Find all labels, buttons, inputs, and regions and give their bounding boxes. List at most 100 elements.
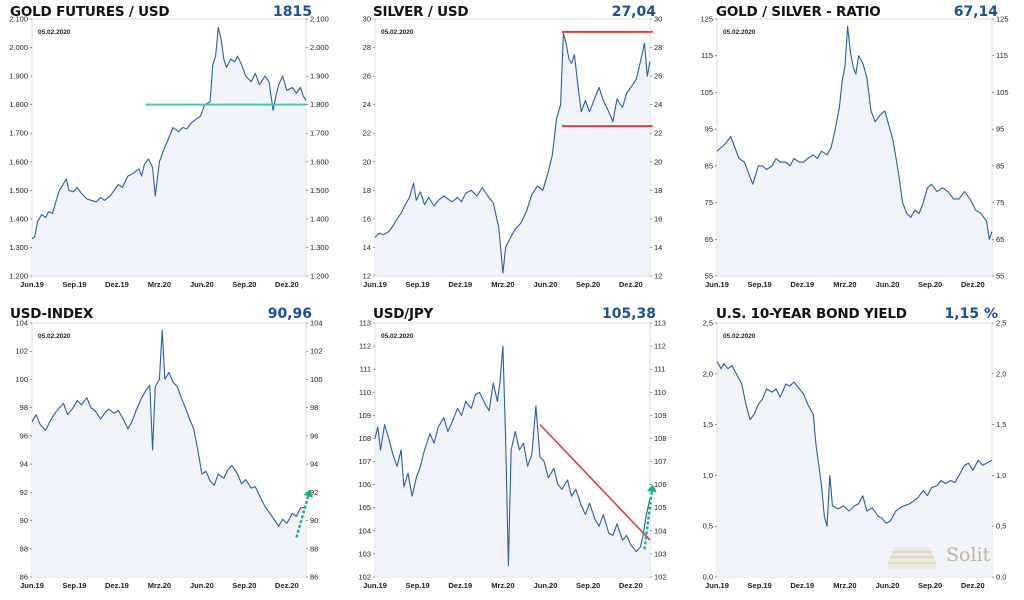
y-tick-label-left: 2,5 <box>703 319 713 328</box>
y-tick-label-right: 75 <box>996 198 1004 207</box>
x-tick-label: Jun.19 <box>20 280 44 289</box>
y-tick-label-right: 113 <box>654 319 666 328</box>
y-tick-label-right: 1.600 <box>310 157 329 166</box>
x-tick-label: Dez.19 <box>105 581 129 590</box>
y-tick-label-left: 2.000 <box>9 43 28 52</box>
x-tick-label: Dez.19 <box>790 581 814 590</box>
series-line <box>31 27 307 240</box>
y-tick-label-left: 1,0 <box>703 471 713 480</box>
y-tick-label-left: 109 <box>358 411 371 420</box>
y-tick-label-left: 98 <box>20 403 28 412</box>
y-tick-label-left: 30 <box>363 15 371 24</box>
y-tick-label-right: 22 <box>654 129 662 138</box>
y-tick-label-right: 88 <box>310 544 318 553</box>
y-tick-label-left: 104 <box>15 319 28 328</box>
y-tick-label-left: 102 <box>15 347 28 356</box>
y-tick-label-right: 24 <box>654 100 662 109</box>
y-tick-label-left: 16 <box>363 214 371 223</box>
y-tick-label-right: 12 <box>654 272 662 281</box>
y-tick-label-right: 90 <box>310 516 318 525</box>
chart-panel-5: USD/JPY 105,38 102 102 103 103 104 104 105 105 106… <box>343 302 683 600</box>
y-tick-label-left: 86 <box>20 573 28 582</box>
date-label: 05.02.2020 <box>38 29 71 36</box>
logo-pyramid-icon <box>886 547 938 569</box>
x-tick-label: Jun.20 <box>190 280 214 289</box>
date-label: 05.02.2020 <box>723 29 756 36</box>
y-tick-label-left: 0,0 <box>703 573 713 582</box>
x-tick-label: Jun.20 <box>876 581 900 590</box>
y-tick-label-left: 108 <box>358 434 371 443</box>
x-tick-label: Sep.20 <box>576 280 600 289</box>
y-tick-label-right: 1.300 <box>310 243 329 252</box>
y-tick-label-left: 94 <box>20 460 28 469</box>
y-tick-label-right: 1.400 <box>310 214 329 223</box>
y-tick-label-left: 22 <box>363 129 371 138</box>
y-tick-label-right: 86 <box>310 573 318 582</box>
y-tick-label-left: 90 <box>20 516 28 525</box>
x-tick-label: Sep.20 <box>232 280 256 289</box>
y-tick-label-left: 1.400 <box>9 214 28 223</box>
chart-current-value: 1815 <box>273 4 312 20</box>
y-tick-label-left: 1.300 <box>9 243 28 252</box>
y-tick-label-left: 12 <box>363 272 371 281</box>
y-tick-label-right: 110 <box>654 388 666 397</box>
y-tick-label-right: 1.500 <box>310 186 329 195</box>
series-area <box>717 26 992 276</box>
chart-current-value: 67,14 <box>953 4 998 20</box>
y-tick-label-left: 2,0 <box>703 369 713 378</box>
x-tick-label: Sep.19 <box>406 280 430 289</box>
x-tick-label: Mrz.20 <box>491 280 514 289</box>
y-tick-label-left: 104 <box>358 526 371 535</box>
y-tick-label-right: 2,5 <box>996 319 1006 328</box>
x-tick-label: Dez.20 <box>619 581 643 590</box>
chart-plot: 55 55 65 65 75 75 85 85 95 95 105 105 115 115 125 125 Ju… <box>700 15 1009 290</box>
chart-title: GOLD / SILVER - RATIO <box>716 4 881 20</box>
y-tick-label-right: 105 <box>654 503 667 512</box>
y-tick-label-right: 30 <box>654 15 662 24</box>
series-area <box>32 27 306 276</box>
chart-title: USD-INDEX <box>10 306 94 322</box>
chart-title: GOLD FUTURES / USD <box>10 4 170 20</box>
brand-name: Solit <box>946 544 991 566</box>
y-tick-label-right: 1,0 <box>996 471 1006 480</box>
y-tick-label-left: 14 <box>363 243 371 252</box>
y-tick-label-right: 106 <box>654 480 667 489</box>
y-tick-label-right: 92 <box>310 488 318 497</box>
x-tick-label: Sep.19 <box>62 280 86 289</box>
chart-current-value: 27,04 <box>611 4 656 20</box>
y-tick-label-left: 111 <box>360 365 371 374</box>
y-tick-label-left: 75 <box>705 198 713 207</box>
series-line <box>716 361 993 527</box>
y-tick-label-right: 105 <box>996 88 1009 97</box>
chart-panel-2: SILVER / USD 27,04 12 12 14 14 16 16 18 18 20 20 22 2… <box>343 0 683 298</box>
x-tick-label: Sep.20 <box>918 280 942 289</box>
series-area <box>375 346 650 577</box>
y-tick-label-left: 55 <box>705 272 713 281</box>
y-tick-label-right: 102 <box>654 573 667 582</box>
chart-plot: 12 12 14 14 16 16 18 18 20 20 22 22 24 24 26 26 28 28 30 30… <box>363 15 663 290</box>
y-tick-label-left: 113 <box>359 319 371 328</box>
y-tick-label-left: 18 <box>363 186 371 195</box>
x-tick-label: Dez.19 <box>448 581 472 590</box>
x-tick-label: Sep.19 <box>748 280 772 289</box>
y-tick-label-left: 65 <box>705 235 713 244</box>
x-tick-label: Dez.19 <box>105 280 129 289</box>
chart-plot: 102 102 103 103 104 104 105 105 106 106 107 107 108 1… <box>358 319 667 591</box>
x-tick-label: Sep.19 <box>62 581 86 590</box>
y-tick-label-left: 1.500 <box>9 186 28 195</box>
x-tick-label: Dez.20 <box>619 280 643 289</box>
y-tick-label-left: 24 <box>363 100 371 109</box>
x-tick-label: Sep.20 <box>232 581 256 590</box>
y-tick-label-right: 107 <box>654 457 667 466</box>
x-tick-label: Mrz.20 <box>833 581 856 590</box>
y-tick-label-left: 102 <box>358 573 371 582</box>
x-tick-label: Sep.20 <box>576 581 600 590</box>
arrow-up-icon <box>303 489 313 498</box>
y-tick-label-right: 100 <box>310 375 323 384</box>
y-tick-label-right: 103 <box>654 549 667 558</box>
y-tick-label-right: 65 <box>996 235 1004 244</box>
series-line <box>31 329 307 527</box>
y-tick-label-right: 1.800 <box>310 100 329 109</box>
chart-panel-3: GOLD / SILVER - RATIO 67,14 55 55 65 65 75 75 85… <box>685 0 1024 298</box>
x-tick-label: Sep.19 <box>748 581 772 590</box>
